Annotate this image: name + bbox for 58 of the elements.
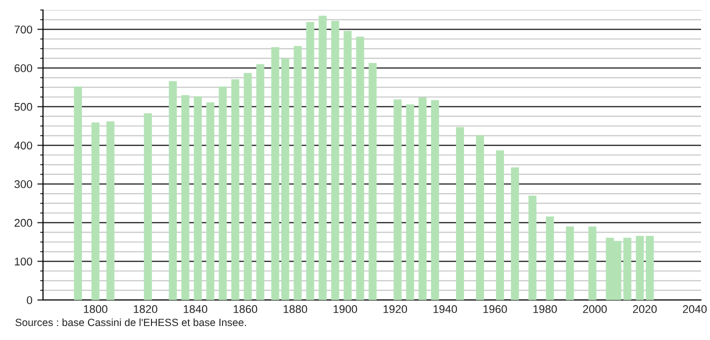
x-tick-label: 1900	[334, 305, 358, 314]
bar	[646, 236, 654, 300]
bar	[218, 86, 227, 300]
bar	[356, 36, 364, 300]
bar	[256, 64, 264, 300]
bar	[144, 113, 152, 300]
bar	[546, 216, 554, 300]
bar	[294, 46, 302, 300]
bar	[106, 121, 114, 300]
x-tick-label: 2020	[633, 305, 657, 314]
source-note: Sources : base Cassini de l'EHESS et base Insee.	[15, 318, 246, 326]
bar	[244, 73, 252, 300]
x-tick-label: 1960	[483, 305, 507, 314]
bar	[418, 97, 427, 300]
x-tick-label: 1800	[84, 305, 108, 314]
bar	[636, 236, 644, 300]
x-tick-label: 2040	[682, 305, 707, 314]
y-tick-label: 600	[14, 64, 32, 72]
bar	[406, 104, 414, 300]
bar	[588, 226, 596, 300]
x-tick-label: 1880	[284, 305, 308, 314]
bar	[528, 196, 536, 300]
x-tick-label: 2000	[583, 305, 607, 314]
bar	[456, 127, 464, 300]
y-tick-label: 0	[26, 296, 32, 304]
bar	[623, 238, 632, 300]
bar	[206, 102, 214, 300]
x-tick-label: 1920	[384, 305, 408, 314]
y-tick-label: 300	[14, 180, 32, 188]
bar	[510, 167, 519, 300]
bar	[394, 99, 402, 300]
bar	[431, 100, 440, 300]
bar	[344, 30, 352, 300]
x-tick-label: 1980	[533, 305, 557, 314]
y-tick-label: 500	[14, 102, 32, 111]
bar	[368, 62, 377, 300]
bar	[496, 150, 504, 300]
y-tick-label: 100	[14, 258, 32, 266]
y-tick-label: 200	[14, 218, 32, 227]
bar	[281, 58, 290, 300]
bar	[318, 16, 327, 300]
bar	[181, 95, 190, 300]
y-tick-label: 700	[14, 26, 32, 34]
bar	[566, 226, 574, 300]
bar	[271, 47, 280, 300]
y-tick-label: 400	[14, 142, 32, 150]
bar	[74, 86, 82, 300]
x-tick-label: 1940	[434, 305, 457, 314]
bar	[194, 96, 202, 300]
bar	[476, 135, 484, 300]
x-tick-label: 1820	[134, 305, 158, 314]
bar	[91, 122, 100, 300]
bar	[306, 22, 314, 300]
x-tick-label: 1860	[234, 305, 258, 314]
bar	[231, 79, 240, 300]
bar	[331, 20, 340, 300]
x-tick-label: 1840	[184, 305, 208, 314]
bar	[168, 81, 177, 300]
